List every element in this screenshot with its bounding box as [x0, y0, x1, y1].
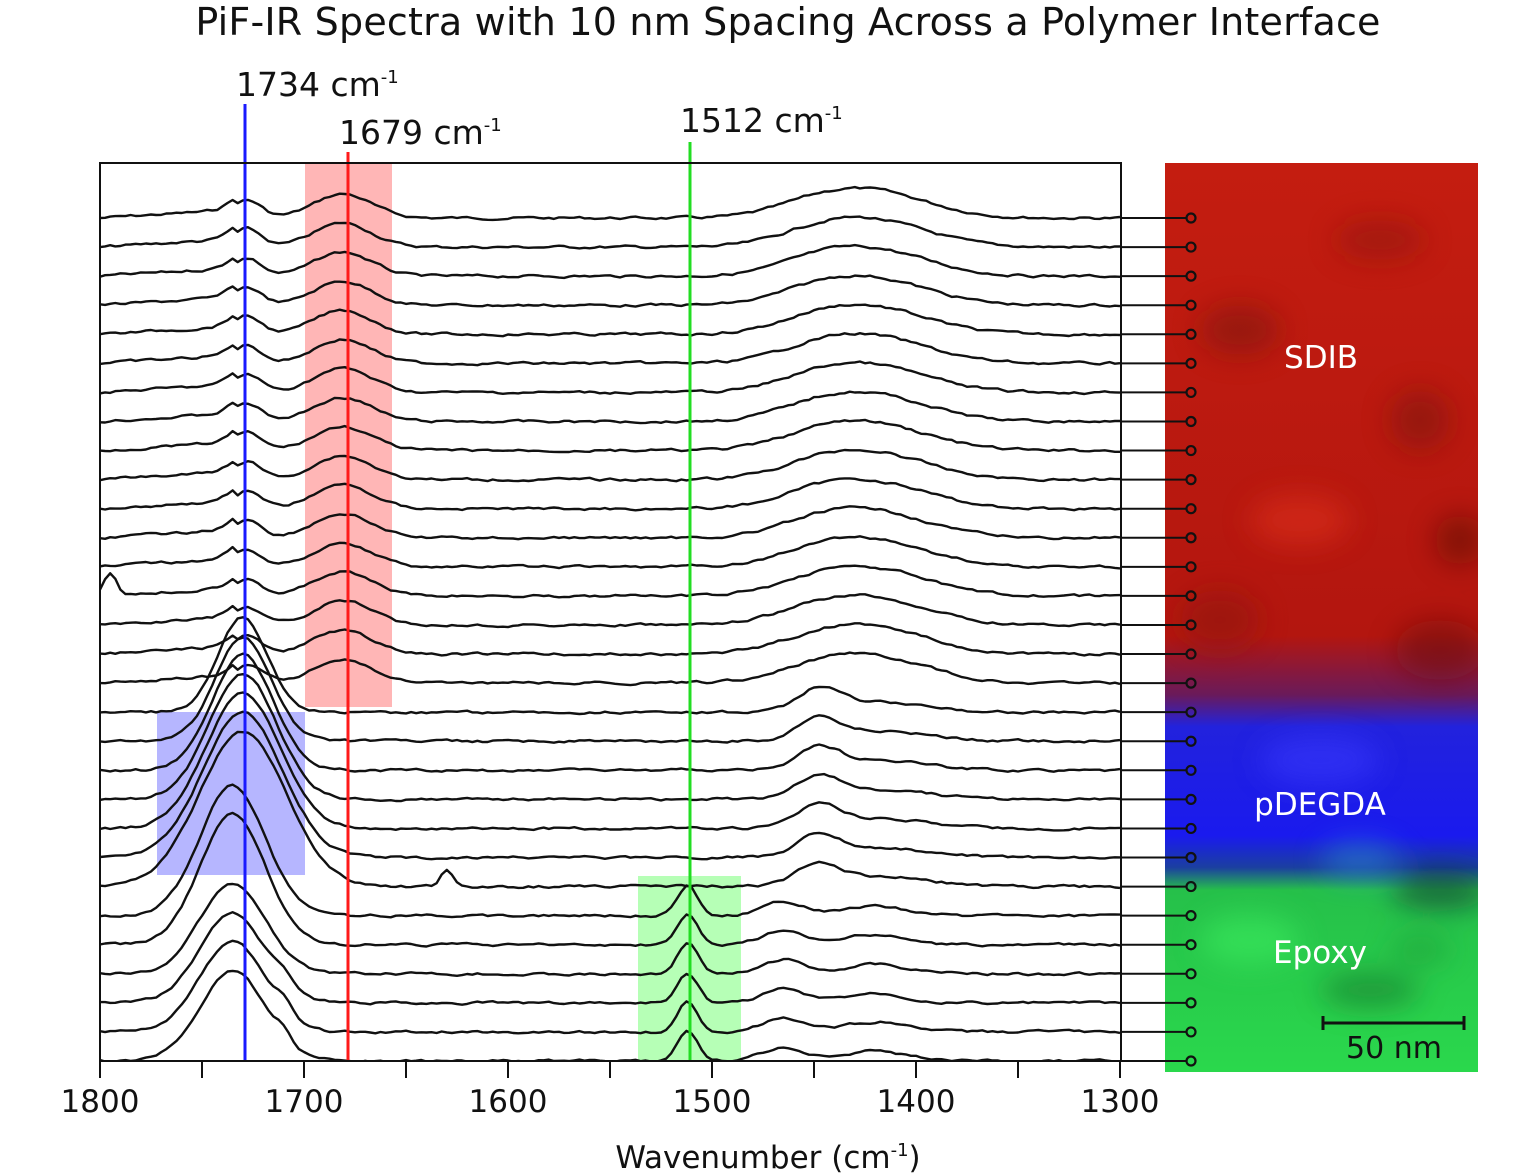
position-marker: [1185, 822, 1197, 835]
position-marker: [1185, 706, 1197, 718]
ref-label-1679: 1679 cm-1: [339, 113, 502, 152]
position-marker: [1185, 212, 1197, 224]
position-marker: [1185, 648, 1197, 660]
ref-label-1512: 1512 cm-1: [680, 101, 843, 140]
chemical-map: [1165, 163, 1478, 1072]
position-marker: [1185, 386, 1197, 399]
spectrum-trace: [100, 274, 1121, 308]
tick-label-1300: 1300: [1081, 1084, 1160, 1120]
position-marker: [1185, 793, 1197, 805]
spectrum-trace: [100, 939, 1121, 1035]
position-marker: [1185, 939, 1197, 951]
sdib-label: SDIB: [1284, 340, 1358, 376]
tick-label-1600: 1600: [469, 1084, 548, 1120]
spectrum-trace: [100, 811, 1121, 948]
spectrum-trace: [100, 911, 1121, 1006]
position-marker: [1185, 1026, 1197, 1038]
position-marker: [1185, 735, 1197, 747]
spectrum-trace: [100, 303, 1121, 338]
position-marker: [1185, 968, 1197, 980]
position-marker: [1185, 910, 1197, 922]
tick-label-1700: 1700: [265, 1084, 344, 1120]
position-marker: [1185, 328, 1197, 340]
spectrum-trace: [100, 969, 1121, 1061]
ref-label-1734: 1734 cm-1: [236, 65, 399, 104]
position-marker: [1185, 474, 1197, 486]
epoxy-label: Epoxy: [1273, 935, 1367, 971]
spectrum-trace: [100, 691, 1121, 832]
spectrum-trace: [100, 448, 1120, 483]
position-marker: [1185, 561, 1197, 573]
spectrum-trace: [100, 477, 1121, 512]
tick-label-1400: 1400: [877, 1084, 956, 1120]
spectrum-trace: [100, 882, 1121, 977]
spectrum-trace: [100, 783, 1121, 919]
position-marker: [1185, 270, 1197, 282]
tick-label-1500: 1500: [673, 1084, 752, 1120]
position-marker: [1185, 851, 1197, 864]
x-axis-tick-labels: 1800 1700 1600 1500 1400 1300: [61, 1084, 1160, 1120]
position-marker: [1185, 503, 1197, 515]
position-markers: [1120, 212, 1197, 1067]
spectrum-trace: [100, 332, 1121, 367]
position-marker: [1185, 532, 1197, 544]
spectrum-trace: [100, 360, 1121, 396]
spectrum-trace: [100, 673, 1121, 803]
chart-title: PiF-IR Spectra with 10 nm Spacing Across…: [195, 0, 1381, 44]
reference-lines: [243, 104, 692, 1061]
position-marker: [1185, 357, 1197, 369]
spectrum-trace: [100, 652, 1121, 773]
spectrum-trace: [100, 243, 1121, 280]
scale-bar: [1321, 1016, 1466, 1030]
position-marker: [1185, 1055, 1197, 1067]
spectra-traces: [100, 185, 1121, 1061]
position-marker: [1185, 997, 1197, 1009]
position-marker: [1185, 677, 1197, 689]
x-axis-ticks: [99, 1061, 1121, 1078]
spectrum-trace: [100, 505, 1121, 541]
spectrum-trace: [100, 564, 1121, 599]
spectrum-trace: [100, 593, 1121, 629]
position-marker: [1185, 444, 1197, 457]
spectrum-trace: [100, 418, 1120, 454]
spectrum-trace: [100, 710, 1121, 861]
spectrum-trace: [100, 535, 1121, 570]
scale-bar-label: 50 nm: [1346, 1031, 1442, 1066]
spectrum-trace: [100, 730, 1121, 890]
tick-label-1800: 1800: [61, 1084, 140, 1120]
spectrum-trace: [100, 636, 1121, 744]
position-marker: [1185, 590, 1197, 602]
spectrum-trace: [100, 616, 1121, 716]
spectrum-trace: [100, 622, 1121, 657]
position-marker: [1185, 619, 1197, 631]
position-marker: [1185, 880, 1197, 893]
position-marker: [1185, 241, 1197, 253]
position-marker: [1185, 764, 1197, 776]
x-axis-label: Wavenumber (cm-1): [615, 1140, 920, 1174]
pdegda-label: pDEGDA: [1254, 787, 1386, 823]
position-marker: [1185, 415, 1197, 428]
spectrum-trace: [100, 390, 1120, 425]
spectrum-trace: [100, 185, 1121, 222]
spectrum-trace: [100, 215, 1121, 250]
position-marker: [1185, 299, 1197, 311]
